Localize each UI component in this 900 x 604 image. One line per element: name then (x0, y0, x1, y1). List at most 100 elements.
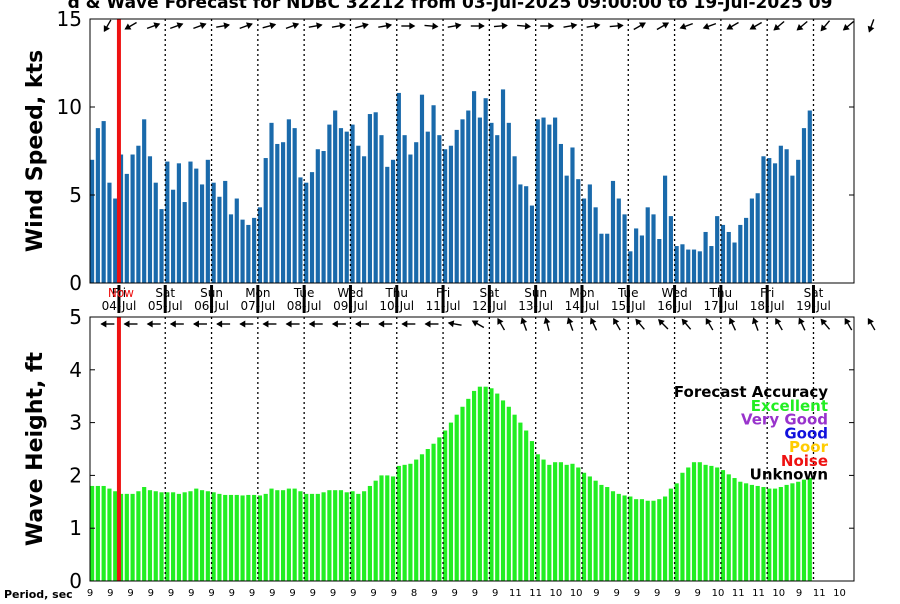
wave-bar (286, 488, 291, 581)
direction-arrow (239, 320, 254, 328)
direction-arrow (424, 320, 439, 328)
wave-bar (344, 492, 349, 581)
day-of-week-label: Fri (436, 286, 450, 300)
wind-bar (691, 249, 697, 283)
wind-bar (593, 207, 598, 283)
direction-arrow (216, 320, 231, 328)
direction-arrow-head (146, 320, 153, 328)
wind-bar (118, 154, 124, 283)
wind-bar (321, 151, 326, 283)
period-value-label: 9 (614, 588, 620, 599)
wave-bar (443, 430, 448, 581)
direction-arrow (609, 22, 624, 30)
wind-bar (674, 246, 679, 283)
wind-bar (223, 180, 228, 283)
direction-arrow-head (548, 22, 555, 30)
wind-bar (587, 184, 592, 283)
period-value-label: 9 (695, 588, 701, 599)
direction-arrow-head (520, 317, 528, 325)
wind-bar (188, 161, 193, 283)
direction-arrow-head (751, 317, 759, 325)
direction-arrow (146, 320, 161, 328)
wave-bar (338, 490, 344, 581)
direction-arrow-head (471, 320, 479, 327)
wave-bar (437, 437, 442, 581)
wind-bar (454, 129, 459, 283)
period-value-label: 10 (772, 588, 785, 599)
wind-bar (495, 135, 500, 283)
wave-bar (217, 493, 222, 581)
wind-bar (315, 149, 320, 283)
direction-arrow (613, 317, 621, 331)
day-date-label: 10-Jul (379, 299, 414, 313)
day-strip-divider (719, 285, 723, 313)
day-date-label: 15-Jul (611, 299, 646, 313)
direction-arrow-head (589, 317, 597, 325)
wave-bar (518, 422, 523, 581)
direction-arrow (586, 22, 601, 30)
wind-bar (269, 122, 274, 283)
wave-bar (715, 467, 720, 581)
direction-arrow-head (153, 22, 161, 29)
wind-bar (107, 182, 112, 283)
wave-bar (333, 490, 338, 581)
wave-bar (744, 483, 749, 581)
wind-bar (425, 131, 430, 283)
direction-arrow (285, 22, 300, 30)
day-strip-divider (487, 285, 491, 313)
now-label: Now (108, 286, 134, 300)
direction-arrow (239, 22, 253, 30)
direction-arrow-head (239, 320, 246, 328)
legend-item: Very Good (741, 411, 828, 429)
wave-bar (454, 414, 459, 581)
direction-arrow (517, 22, 532, 30)
wind-bar (309, 172, 315, 283)
direction-arrow (728, 317, 737, 331)
wave-bar (506, 406, 511, 581)
wave-bar (228, 494, 234, 581)
y-tick-label: 1 (69, 516, 82, 540)
wave-bar (639, 499, 645, 581)
period-axis-label: Period, sec (4, 588, 73, 600)
wind-bar (599, 233, 604, 283)
wind-bar (738, 224, 743, 283)
wave-bar (553, 462, 558, 581)
wind-bar (512, 156, 517, 283)
wave-bar (147, 490, 153, 581)
direction-arrow-head (216, 320, 223, 328)
day-strip-divider (348, 285, 352, 313)
direction-arrow-head (524, 22, 532, 30)
period-value-label: 9 (289, 588, 295, 599)
direction-arrow (726, 21, 739, 30)
wind-bar (419, 94, 425, 284)
wave-bar (414, 459, 419, 581)
direction-arrow (378, 320, 393, 328)
direction-arrow (867, 19, 875, 33)
period-value-label: 11 (732, 588, 745, 599)
y-tick-label: 0 (69, 569, 82, 593)
legend-title: Forecast Accuracy (674, 383, 828, 401)
wave-bar (205, 491, 210, 581)
direction-arrow (308, 22, 323, 30)
wind-bar (292, 128, 297, 283)
wind-bar (385, 166, 390, 283)
wind-bar (90, 159, 95, 283)
direction-arrow (543, 317, 551, 331)
day-date-label: 19-Jul (796, 299, 831, 313)
wind-bar (744, 217, 749, 283)
wave-bar (390, 476, 396, 581)
wave-bar (211, 492, 216, 581)
period-value-label: 9 (127, 588, 133, 599)
period-value-label: 10 (712, 588, 725, 599)
wave-bar (616, 493, 621, 581)
wind-bar (252, 217, 257, 283)
period-value-label: 9 (472, 588, 478, 599)
wave-bar (118, 493, 124, 581)
period-value-label: 9 (593, 588, 599, 599)
wave-bar (576, 467, 581, 581)
wind-bar (350, 124, 355, 283)
direction-arrow (867, 317, 876, 331)
day-strip-divider (302, 285, 306, 313)
wave-bar (599, 484, 604, 581)
wind-bar (628, 251, 633, 283)
